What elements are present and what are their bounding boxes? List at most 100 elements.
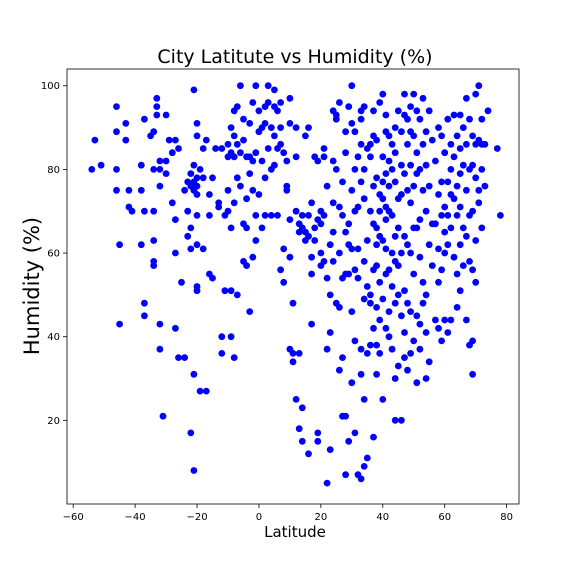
data-point bbox=[475, 82, 483, 90]
data-point bbox=[116, 241, 123, 249]
data-point bbox=[252, 82, 260, 90]
data-point bbox=[463, 140, 470, 148]
data-point bbox=[202, 136, 210, 144]
data-point bbox=[391, 124, 399, 131]
data-point bbox=[249, 99, 257, 106]
data-point bbox=[289, 350, 297, 357]
data-point bbox=[113, 186, 120, 194]
data-point bbox=[438, 337, 445, 345]
data-point bbox=[193, 287, 201, 295]
data-point bbox=[394, 107, 402, 115]
data-point bbox=[373, 262, 380, 269]
data-point bbox=[481, 182, 489, 190]
data-point bbox=[150, 207, 158, 215]
data-point bbox=[233, 140, 241, 148]
data-point bbox=[137, 186, 145, 194]
data-point bbox=[413, 224, 421, 232]
data-point bbox=[230, 199, 238, 207]
data-point bbox=[410, 337, 418, 345]
data-point bbox=[398, 128, 405, 136]
data-point bbox=[311, 237, 319, 244]
data-point bbox=[391, 232, 399, 240]
data-point bbox=[444, 212, 452, 219]
data-point bbox=[190, 370, 198, 378]
data-point bbox=[385, 333, 393, 341]
data-point bbox=[456, 287, 464, 295]
data-point bbox=[156, 320, 164, 328]
data-point bbox=[172, 249, 179, 257]
data-point bbox=[435, 324, 442, 332]
data-point bbox=[237, 149, 244, 157]
data-point bbox=[398, 191, 405, 198]
data-point bbox=[345, 437, 353, 445]
data-point bbox=[336, 203, 343, 211]
data-point bbox=[323, 345, 331, 353]
data-point bbox=[419, 94, 427, 102]
data-point bbox=[416, 253, 424, 261]
data-point bbox=[156, 182, 164, 190]
data-point bbox=[425, 358, 433, 366]
data-point bbox=[113, 128, 120, 136]
data-point bbox=[336, 304, 343, 311]
data-point bbox=[391, 149, 399, 157]
y-tick-label: 60 bbox=[47, 249, 60, 260]
x-tick-label: −60 bbox=[63, 512, 84, 523]
data-point bbox=[215, 203, 223, 211]
data-point bbox=[404, 186, 411, 194]
data-point bbox=[444, 115, 452, 123]
data-point bbox=[298, 437, 306, 445]
data-point bbox=[280, 245, 288, 253]
data-point bbox=[336, 99, 343, 106]
data-point bbox=[416, 115, 424, 123]
data-point bbox=[280, 278, 288, 286]
data-point bbox=[342, 228, 349, 236]
data-point bbox=[435, 191, 442, 198]
data-point bbox=[379, 237, 387, 244]
data-point bbox=[370, 182, 377, 190]
data-point bbox=[196, 166, 204, 173]
data-point bbox=[367, 291, 374, 299]
data-point bbox=[394, 262, 402, 269]
data-point bbox=[196, 387, 204, 395]
data-point bbox=[360, 295, 368, 303]
data-point bbox=[190, 467, 198, 474]
data-point bbox=[277, 124, 284, 131]
data-point bbox=[339, 178, 346, 186]
data-point bbox=[367, 299, 374, 307]
data-point bbox=[193, 191, 201, 198]
data-point bbox=[178, 278, 185, 286]
data-point bbox=[113, 103, 120, 110]
data-point bbox=[199, 174, 207, 182]
data-point bbox=[199, 145, 207, 152]
data-point bbox=[388, 166, 396, 173]
y-tick-label: 80 bbox=[47, 165, 60, 176]
data-point bbox=[475, 199, 483, 207]
data-point bbox=[261, 120, 269, 127]
data-point bbox=[342, 149, 349, 157]
data-point bbox=[373, 304, 380, 311]
data-point bbox=[432, 316, 439, 324]
data-point bbox=[320, 153, 328, 161]
data-point bbox=[472, 90, 480, 98]
data-point bbox=[141, 115, 148, 123]
data-point bbox=[261, 212, 269, 219]
data-point bbox=[438, 212, 445, 219]
data-point bbox=[202, 387, 210, 395]
data-point bbox=[175, 354, 182, 361]
data-point bbox=[187, 245, 195, 253]
data-point bbox=[373, 224, 380, 232]
x-tick-label: −40 bbox=[125, 512, 146, 523]
data-point bbox=[156, 166, 164, 173]
data-point bbox=[339, 212, 346, 219]
data-point bbox=[172, 216, 179, 224]
data-point bbox=[88, 166, 96, 173]
data-point bbox=[385, 132, 393, 140]
data-point bbox=[398, 249, 405, 257]
data-point bbox=[317, 220, 325, 228]
data-point bbox=[323, 274, 331, 282]
data-point bbox=[354, 245, 362, 253]
data-point bbox=[162, 170, 170, 178]
data-point bbox=[283, 157, 291, 165]
data-point bbox=[184, 232, 192, 240]
data-point bbox=[289, 358, 297, 366]
